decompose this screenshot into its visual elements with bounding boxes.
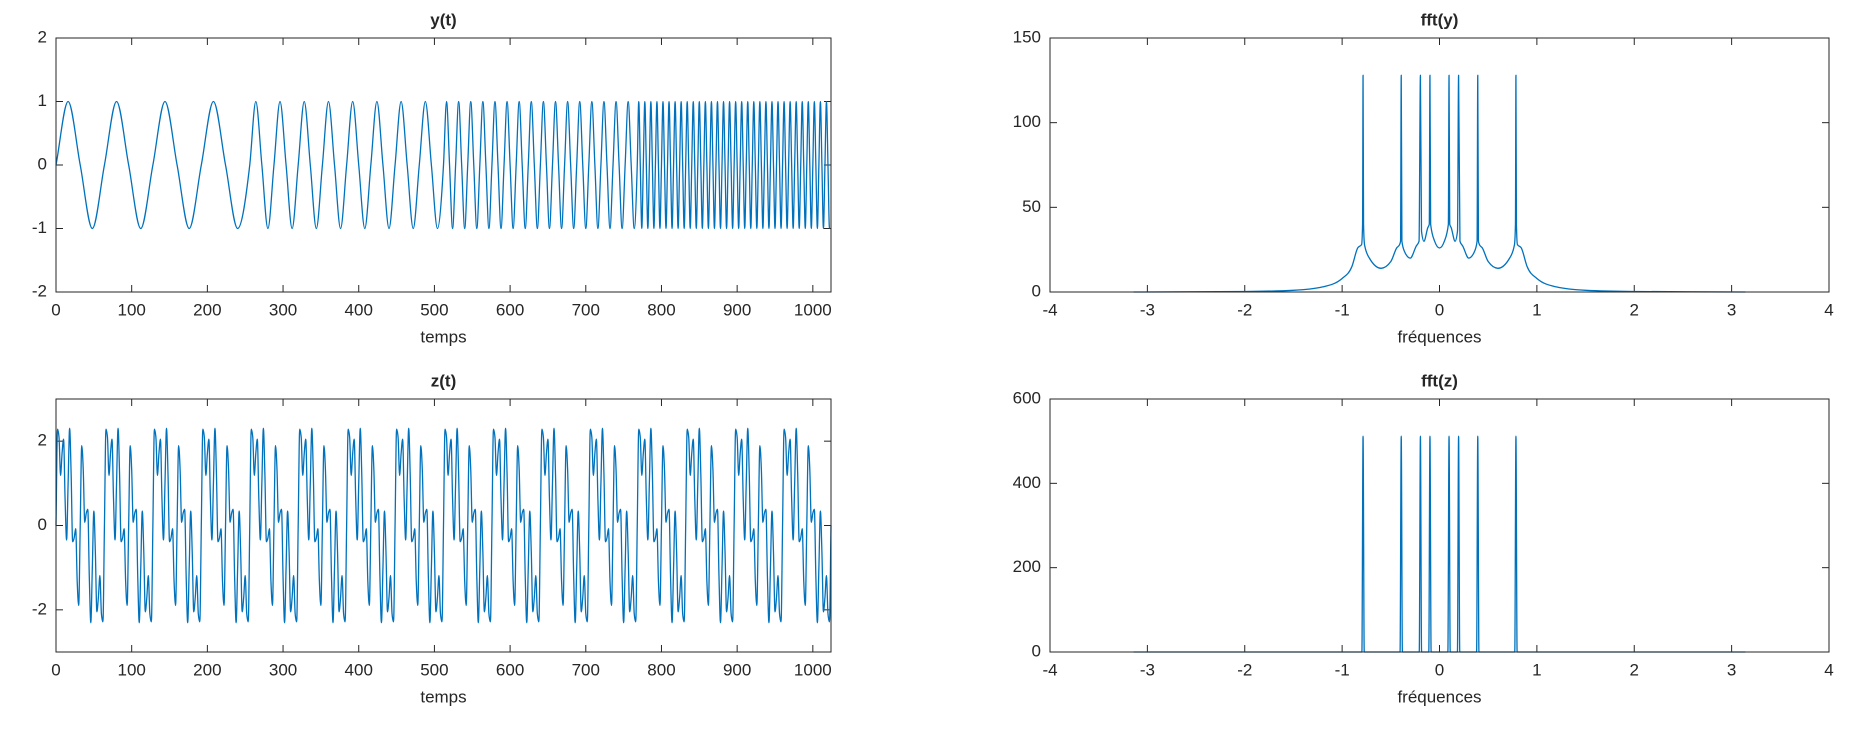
x-tick-label: -4 xyxy=(1042,300,1057,319)
x-tick-label: 200 xyxy=(193,300,221,319)
x-tick-label: 2 xyxy=(1630,660,1639,679)
y-tick-label: 100 xyxy=(1013,112,1041,131)
x-tick-label: 400 xyxy=(345,300,373,319)
subplot-title: fft(z) xyxy=(1421,371,1458,390)
x-tick-label: 700 xyxy=(572,660,600,679)
x-tick-label: 4 xyxy=(1824,300,1833,319)
x-tick-label: 1000 xyxy=(794,300,832,319)
x-tick-label: 0 xyxy=(51,300,60,319)
x-tick-label: 400 xyxy=(345,660,373,679)
y-tick-label: 600 xyxy=(1013,388,1041,407)
x-axis-label: temps xyxy=(420,687,466,706)
x-tick-label: -1 xyxy=(1335,660,1350,679)
y-tick-label: 150 xyxy=(1013,27,1041,46)
x-tick-label: 100 xyxy=(117,300,145,319)
x-tick-label: 1 xyxy=(1532,300,1541,319)
x-tick-label: 0 xyxy=(1435,300,1444,319)
y-tick-label: 0 xyxy=(1032,281,1041,300)
subplot-title: fft(y) xyxy=(1421,10,1459,29)
plot-area xyxy=(1050,399,1829,652)
x-tick-label: 900 xyxy=(723,660,751,679)
x-axis-label: fréquences xyxy=(1397,687,1481,706)
x-axis-label: temps xyxy=(420,327,466,346)
plot-area xyxy=(1050,38,1829,292)
subplot-title: z(t) xyxy=(431,371,456,390)
y-tick-label: -2 xyxy=(32,599,47,618)
subplot-title: y(t) xyxy=(430,10,456,29)
x-tick-label: 300 xyxy=(269,660,297,679)
x-tick-label: 0 xyxy=(1435,660,1444,679)
y-tick-label: 400 xyxy=(1013,473,1041,492)
data-line xyxy=(1133,74,1746,293)
x-tick-label: 100 xyxy=(117,660,145,679)
x-tick-label: -2 xyxy=(1237,300,1252,319)
x-tick-label: 800 xyxy=(647,660,675,679)
x-tick-label: 600 xyxy=(496,300,524,319)
y-tick-label: -1 xyxy=(32,218,47,237)
x-tick-label: -2 xyxy=(1237,660,1252,679)
x-tick-label: 3 xyxy=(1727,300,1736,319)
x-tick-label: 700 xyxy=(572,300,600,319)
axes-box xyxy=(55,398,832,653)
y-tick-label: 2 xyxy=(38,27,47,46)
x-tick-label: 1000 xyxy=(794,660,832,679)
x-tick-label: 1 xyxy=(1532,660,1541,679)
x-tick-label: 600 xyxy=(496,660,524,679)
x-tick-label: 900 xyxy=(723,300,751,319)
y-tick-label: 200 xyxy=(1013,557,1041,576)
axes-box xyxy=(1049,37,1830,293)
x-tick-label: 200 xyxy=(193,660,221,679)
y-tick-label: 0 xyxy=(1032,641,1041,660)
x-tick-label: 2 xyxy=(1630,300,1639,319)
data-line xyxy=(55,427,832,624)
y-tick-label: 50 xyxy=(1022,197,1041,216)
x-tick-label: -3 xyxy=(1140,300,1155,319)
y-tick-label: 0 xyxy=(38,154,47,173)
y-tick-label: -2 xyxy=(32,281,47,300)
x-tick-label: 0 xyxy=(51,660,60,679)
x-axis-label: fréquences xyxy=(1397,327,1481,346)
x-tick-label: 800 xyxy=(647,300,675,319)
axes-box xyxy=(55,37,832,293)
y-tick-label: 2 xyxy=(38,431,47,450)
x-tick-label: -4 xyxy=(1042,660,1057,679)
x-tick-label: 500 xyxy=(420,300,448,319)
x-tick-label: 3 xyxy=(1727,660,1736,679)
x-tick-label: -3 xyxy=(1140,660,1155,679)
x-tick-label: 300 xyxy=(269,300,297,319)
axes-box xyxy=(1049,398,1830,653)
x-tick-label: 500 xyxy=(420,660,448,679)
y-tick-label: 1 xyxy=(38,91,47,110)
data-line xyxy=(55,100,831,230)
y-tick-label: 0 xyxy=(38,515,47,534)
x-tick-label: 4 xyxy=(1824,660,1833,679)
x-tick-label: -1 xyxy=(1335,300,1350,319)
